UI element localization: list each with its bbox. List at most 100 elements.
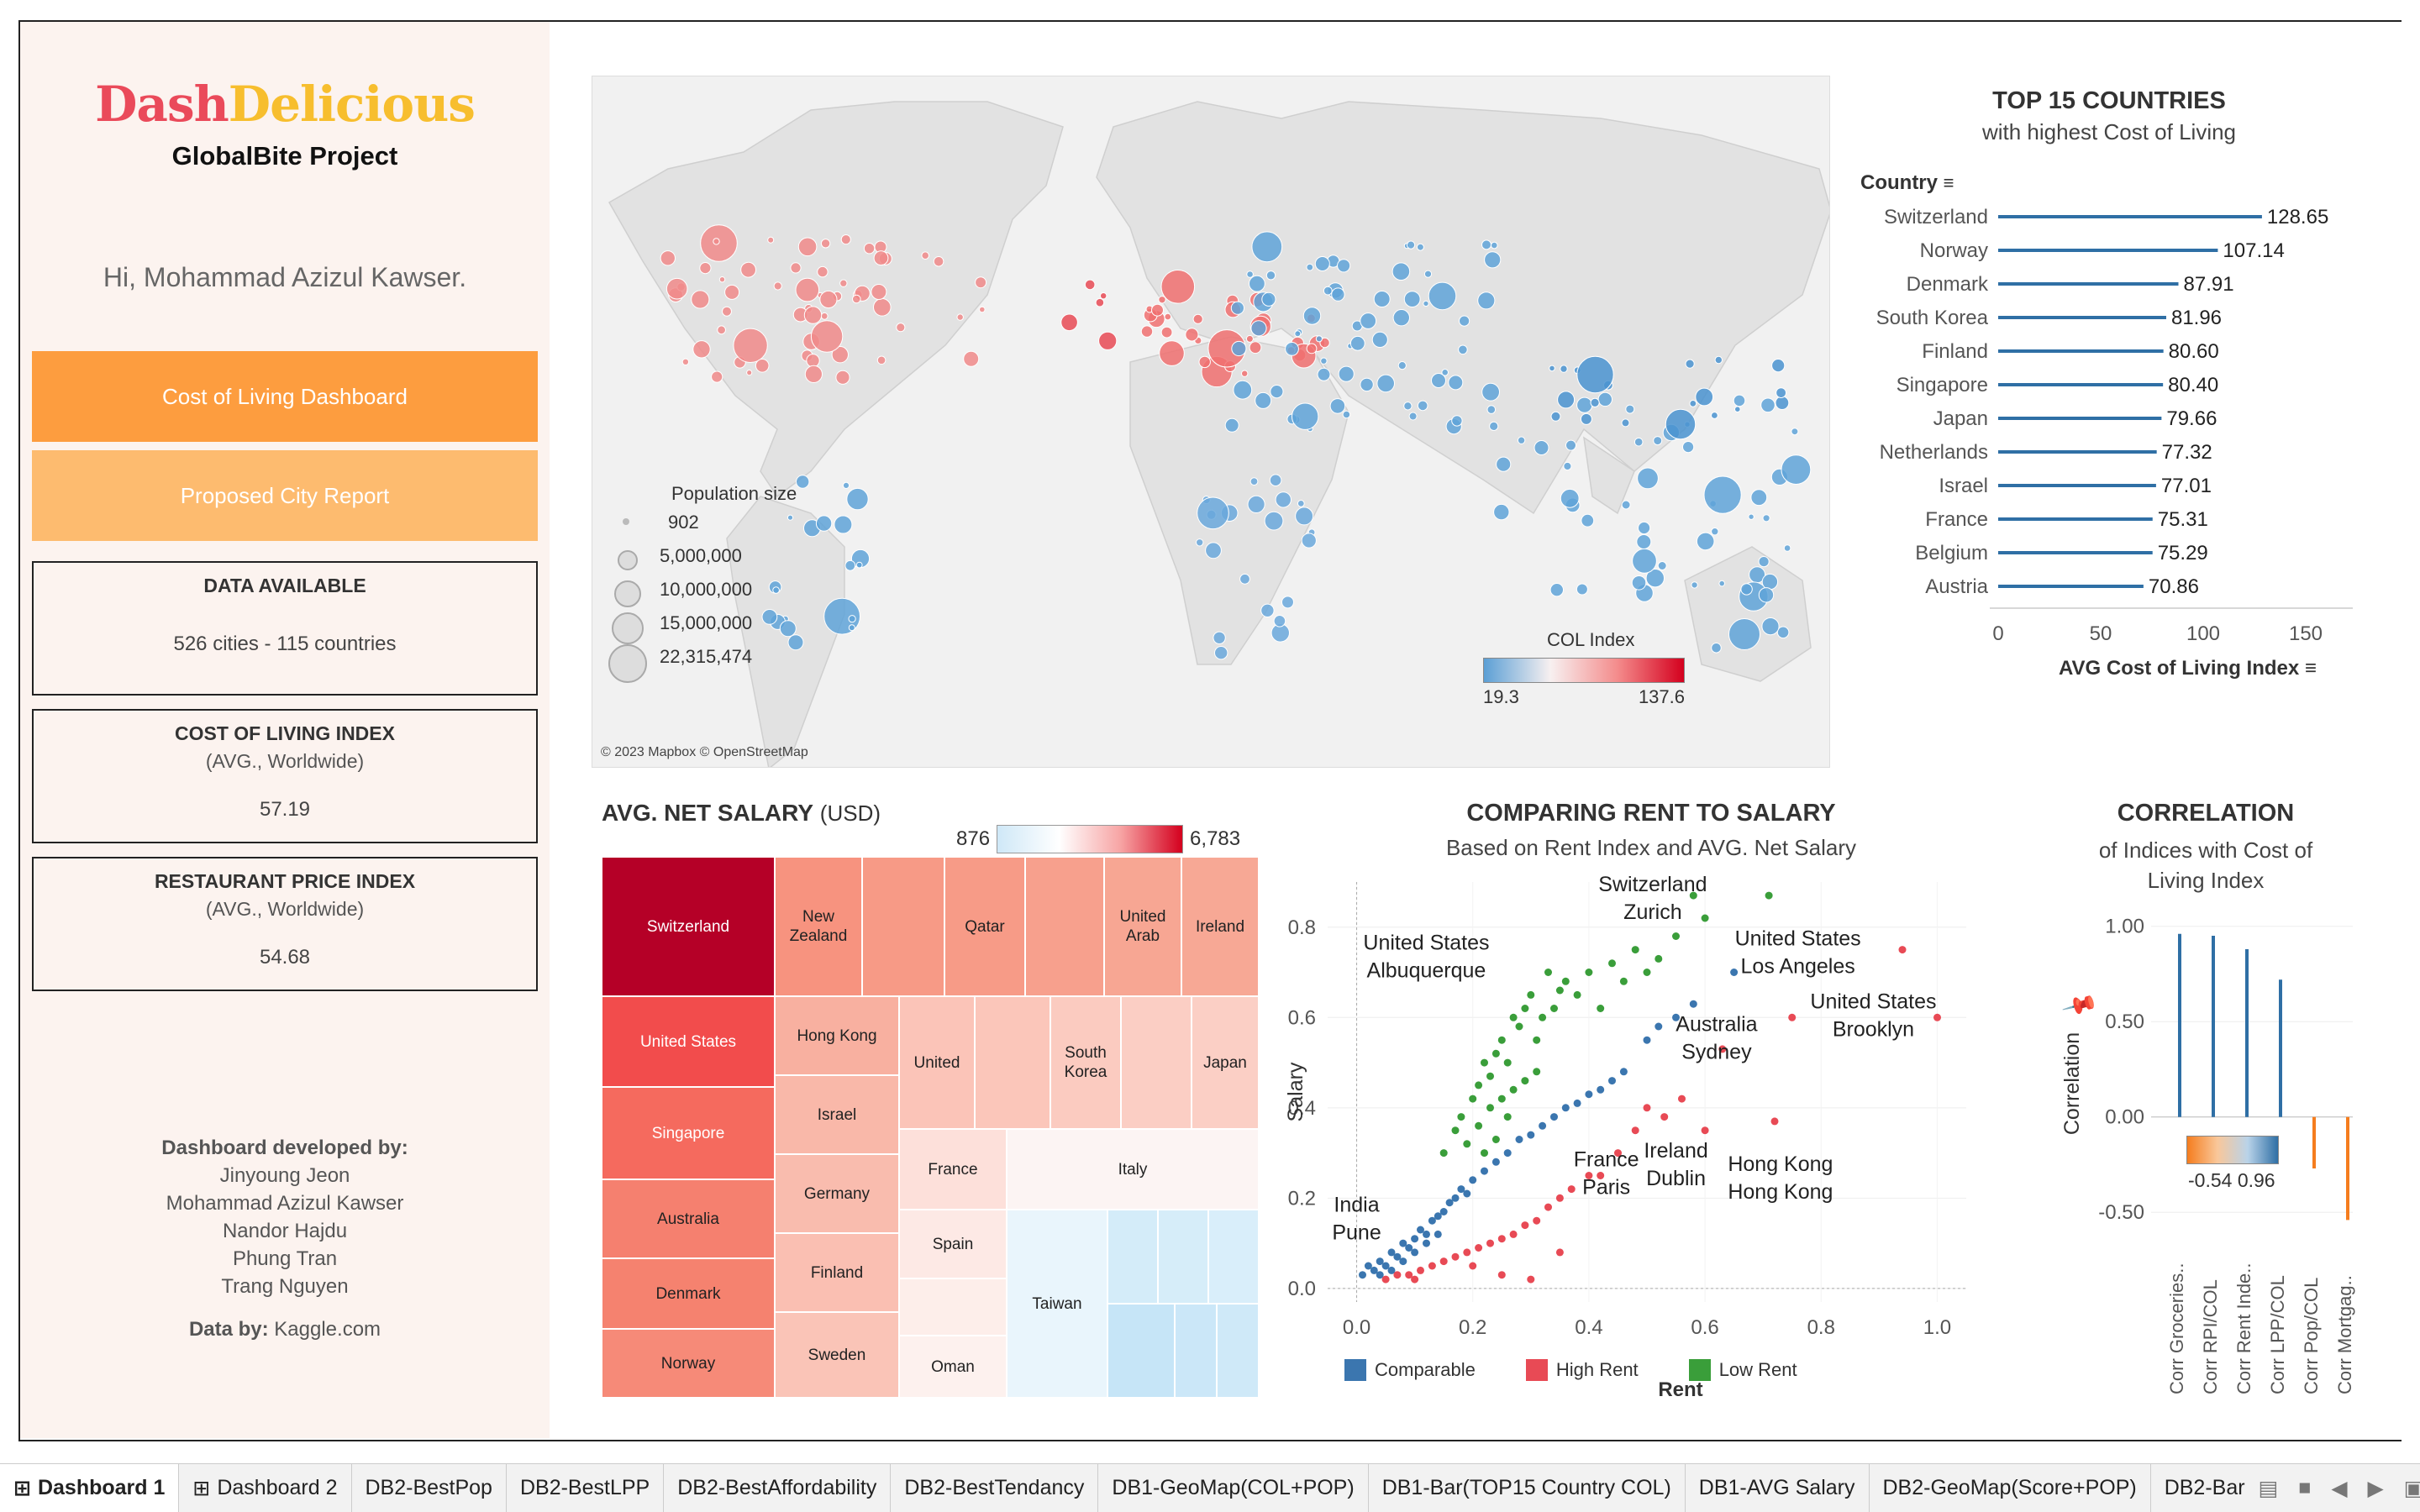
treemap-cell[interactable]: Oman — [899, 1336, 1007, 1398]
scatter-point[interactable] — [1370, 1266, 1378, 1274]
treemap-cell[interactable]: Japan — [1192, 996, 1259, 1129]
scatter-point[interactable] — [1411, 1248, 1419, 1257]
city-marker[interactable] — [1634, 437, 1644, 447]
scatter-point[interactable] — [1788, 1013, 1797, 1021]
scatter-point[interactable] — [1544, 1203, 1552, 1211]
scatter-point[interactable] — [1457, 1113, 1465, 1121]
treemap-cell[interactable]: Qatar — [944, 857, 1025, 996]
city-marker[interactable] — [1306, 263, 1314, 271]
legend-item[interactable]: Comparable — [1344, 1359, 1476, 1381]
city-marker[interactable] — [1269, 474, 1282, 487]
scatter-point[interactable] — [1451, 1194, 1460, 1202]
scatter-point[interactable] — [1503, 1058, 1512, 1067]
city-marker[interactable] — [921, 251, 930, 260]
city-marker[interactable] — [956, 313, 964, 321]
scatter-point[interactable] — [1423, 1239, 1430, 1247]
city-marker[interactable] — [1249, 341, 1262, 354]
scatter-point[interactable] — [1399, 1257, 1407, 1266]
scatter-point[interactable] — [1933, 1013, 1941, 1021]
city-marker[interactable] — [842, 481, 850, 489]
city-marker[interactable] — [1246, 270, 1254, 278]
city-marker[interactable] — [933, 256, 944, 267]
top15-measure-label[interactable]: AVG Cost of Living Index ≡ — [2059, 657, 2317, 680]
treemap-cell[interactable]: Norway — [602, 1329, 775, 1398]
scatter-point[interactable] — [1481, 1058, 1488, 1067]
city-marker[interactable] — [1320, 357, 1328, 365]
city-marker[interactable] — [1665, 408, 1697, 440]
scatter-point[interactable] — [1423, 1230, 1430, 1238]
city-marker[interactable] — [1496, 456, 1512, 472]
city-marker[interactable] — [1740, 583, 1753, 596]
city-marker[interactable] — [1486, 405, 1497, 414]
scatter-point[interactable] — [1643, 969, 1651, 976]
city-marker[interactable] — [1360, 312, 1377, 329]
city-marker[interactable] — [1576, 355, 1614, 394]
city-marker[interactable] — [1247, 495, 1265, 513]
city-marker[interactable] — [796, 475, 810, 489]
treemap-cell[interactable] — [899, 1278, 1007, 1336]
city-marker[interactable] — [1565, 439, 1576, 451]
city-marker[interactable] — [1360, 377, 1374, 392]
sort-icon[interactable]: ≡ — [2304, 657, 2317, 680]
city-marker[interactable] — [746, 370, 753, 376]
city-marker[interactable] — [1241, 370, 1249, 377]
scatter-point[interactable] — [1567, 1185, 1576, 1194]
city-marker[interactable] — [1205, 542, 1222, 559]
scatter-point[interactable] — [1405, 1271, 1413, 1279]
city-marker[interactable] — [1695, 387, 1714, 407]
scatter-point[interactable] — [1469, 1262, 1477, 1270]
city-marker[interactable] — [1517, 436, 1526, 444]
scatter-point[interactable] — [1614, 1149, 1622, 1158]
treemap-cell[interactable] — [975, 996, 1050, 1129]
city-marker[interactable] — [1275, 491, 1292, 508]
scatter-point[interactable] — [1573, 990, 1581, 999]
city-marker[interactable] — [733, 328, 768, 363]
city-marker[interactable] — [1597, 391, 1613, 407]
city-marker[interactable] — [717, 325, 727, 335]
city-marker[interactable] — [1581, 513, 1595, 528]
city-marker[interactable] — [1306, 343, 1318, 354]
scroll-right-icon[interactable]: ▶ — [2367, 1476, 2384, 1500]
city-marker[interactable] — [1319, 337, 1330, 349]
sort-icon[interactable]: ≡ — [1943, 172, 1954, 193]
city-marker[interactable] — [1682, 441, 1695, 454]
scatter-point[interactable] — [1555, 986, 1564, 995]
city-marker[interactable] — [691, 290, 710, 309]
city-marker[interactable] — [1264, 511, 1284, 531]
city-marker[interactable] — [1158, 296, 1166, 304]
city-marker[interactable] — [1733, 394, 1746, 407]
city-marker[interactable] — [1771, 359, 1786, 373]
city-marker[interactable] — [1251, 231, 1283, 263]
city-marker[interactable] — [1214, 646, 1228, 660]
city-marker[interactable] — [1323, 286, 1333, 296]
city-marker[interactable] — [767, 236, 775, 244]
city-marker[interactable] — [1576, 583, 1588, 596]
city-marker[interactable] — [1265, 270, 1276, 281]
scatter-point[interactable] — [1475, 1244, 1483, 1252]
city-marker[interactable] — [817, 265, 829, 278]
city-marker[interactable] — [1159, 340, 1185, 366]
scatter-point[interactable] — [1550, 1005, 1558, 1012]
city-marker[interactable] — [804, 365, 823, 383]
city-marker[interactable] — [1281, 596, 1294, 609]
treemap-cell[interactable] — [1107, 1210, 1158, 1304]
city-marker[interactable] — [1637, 467, 1659, 490]
scatter-point[interactable] — [1491, 1136, 1500, 1143]
city-marker[interactable] — [1084, 279, 1096, 291]
city-marker[interactable] — [797, 237, 818, 257]
city-marker[interactable] — [761, 609, 778, 625]
city-marker[interactable] — [711, 370, 723, 383]
scatter-point[interactable] — [1457, 1185, 1465, 1194]
city-marker[interactable] — [873, 298, 892, 317]
tab-view-icon[interactable]: ■ — [2298, 1476, 2312, 1499]
scatter-point[interactable] — [1463, 1140, 1471, 1148]
city-marker[interactable] — [806, 354, 820, 368]
city-marker[interactable] — [1734, 406, 1741, 413]
scatter-point[interactable] — [1359, 1271, 1366, 1279]
city-marker[interactable] — [718, 276, 726, 283]
city-marker[interactable] — [1657, 561, 1667, 570]
city-marker[interactable] — [1329, 398, 1346, 414]
city-marker[interactable] — [1761, 617, 1780, 636]
city-marker[interactable] — [1416, 243, 1424, 251]
city-marker[interactable] — [779, 620, 797, 638]
